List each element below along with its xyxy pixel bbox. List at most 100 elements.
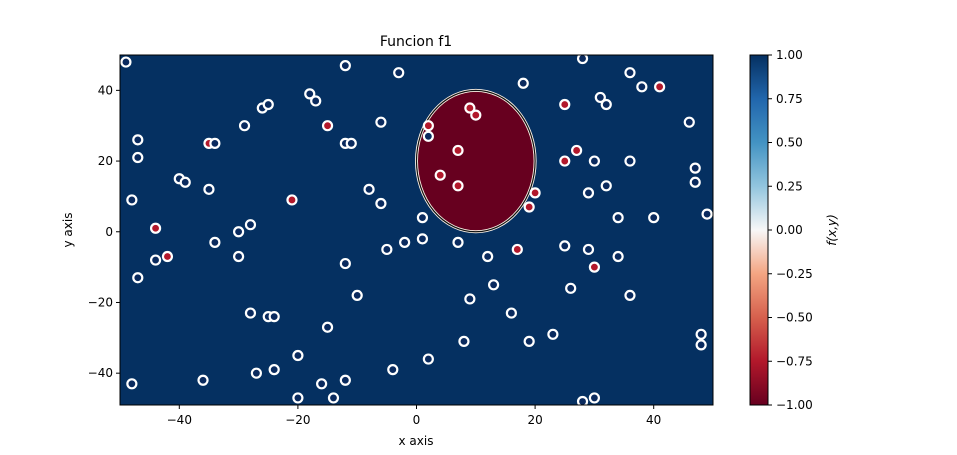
y-tick-label: −40	[88, 366, 113, 380]
plot-area	[120, 55, 713, 405]
data-point-positive	[452, 236, 464, 248]
colorbar-tick-label: 0.50	[776, 136, 803, 150]
data-point-positive	[594, 91, 606, 104]
x-tick-label: 20	[527, 413, 542, 427]
y-tick-label: 20	[98, 154, 113, 168]
data-point-positive	[381, 243, 393, 256]
y-tick-label: −20	[88, 295, 113, 309]
data-point-positive	[600, 98, 612, 111]
data-point-positive	[612, 250, 624, 263]
data-point-positive	[689, 176, 701, 188]
data-point-positive	[487, 279, 500, 291]
data-point-positive	[636, 81, 648, 93]
data-point-positive	[233, 226, 245, 238]
x-tick-label: 0	[413, 413, 421, 427]
data-point-positive	[292, 392, 304, 404]
colorbar-tick-label: −0.75	[776, 354, 813, 368]
data-point-positive	[393, 67, 405, 79]
data-point-positive	[422, 130, 434, 142]
data-point-positive	[203, 183, 215, 195]
data-point-positive	[387, 364, 399, 376]
data-point-positive	[250, 367, 262, 379]
data-point-positive	[126, 194, 138, 206]
data-point-positive	[464, 293, 476, 305]
data-point-positive	[582, 243, 595, 256]
data-point-positive	[233, 250, 245, 263]
scatter-points	[120, 55, 713, 405]
data-point-positive	[375, 197, 387, 210]
colorbar: 1.00 0.75 0.50 0.25 0.00 −0.25 −0.50 −0.75 −1.00…	[749, 48, 839, 412]
data-point-positive	[505, 307, 517, 319]
data-point-positive	[517, 77, 529, 89]
y-axis: −40 −20 0 20 40	[88, 83, 120, 380]
data-point-positive	[351, 289, 363, 302]
data-point-positive	[416, 233, 429, 245]
data-point-positive	[523, 335, 535, 347]
data-point-positive	[399, 236, 411, 248]
data-point-negative	[149, 222, 162, 234]
colorbar-tick-label: 1.00	[776, 48, 803, 62]
colorbar-tick-label: 0.25	[776, 179, 803, 193]
data-point-positive	[588, 392, 601, 404]
colorbar-tick-label: −0.50	[776, 311, 813, 325]
x-axis: −40 −20 0 20 40	[167, 405, 661, 427]
y-tick-label: 0	[105, 225, 113, 239]
data-point-positive	[689, 162, 701, 174]
y-tick-label: 40	[98, 83, 113, 97]
data-point-negative	[161, 250, 174, 263]
colorbar-gradient	[749, 54, 769, 406]
data-point-positive	[238, 120, 251, 132]
plot-background	[120, 55, 713, 405]
data-point-positive	[321, 321, 334, 333]
data-point-negative	[529, 187, 541, 199]
data-point-negative	[286, 194, 298, 206]
data-point-positive	[458, 335, 470, 347]
colorbar-tick-label: 0.75	[776, 92, 803, 106]
data-point-positive	[339, 60, 351, 72]
data-point-positive	[132, 272, 144, 284]
data-point-positive	[292, 349, 304, 362]
data-point-positive	[701, 208, 713, 220]
data-point-positive	[648, 212, 660, 224]
data-point-positive	[327, 392, 340, 404]
data-point-positive	[126, 378, 138, 390]
data-point-positive	[339, 257, 351, 270]
data-point-positive	[624, 67, 636, 79]
data-point-positive	[262, 98, 274, 111]
data-point-positive	[179, 176, 191, 188]
data-point-positive	[683, 116, 695, 128]
data-point-positive	[244, 219, 257, 231]
data-point-positive	[268, 364, 280, 376]
contour-line	[415, 89, 536, 233]
data-point-positive	[695, 339, 707, 351]
data-point-negative	[321, 120, 334, 132]
data-point-positive	[422, 353, 434, 365]
data-point-positive	[304, 88, 316, 100]
data-point-positive	[197, 374, 209, 386]
data-point-negative	[588, 261, 601, 273]
colorbar-tick-label: 0.00	[776, 223, 803, 237]
data-point-positive	[565, 282, 577, 294]
chart-title: Funcion f1	[380, 34, 452, 50]
data-point-positive	[588, 155, 601, 167]
data-point-positive	[209, 137, 221, 149]
y-axis-label: y axis	[61, 213, 75, 248]
data-point-positive	[624, 289, 636, 302]
data-point-positive	[582, 187, 595, 199]
colorbar-tick-label: −0.25	[776, 267, 813, 281]
negative-region	[416, 90, 536, 232]
data-point-positive	[612, 212, 624, 224]
data-point-negative	[559, 155, 571, 167]
data-point-positive	[209, 236, 221, 248]
data-point-positive	[375, 116, 387, 128]
data-point-negative	[452, 144, 464, 157]
data-point-positive	[416, 212, 429, 224]
data-point-negative	[571, 144, 583, 157]
data-point-positive	[695, 328, 707, 340]
x-axis-label: x axis	[399, 434, 434, 448]
data-point-positive	[600, 180, 612, 192]
data-point-positive	[132, 134, 144, 146]
data-point-positive	[339, 374, 351, 386]
data-point-positive	[244, 307, 257, 319]
